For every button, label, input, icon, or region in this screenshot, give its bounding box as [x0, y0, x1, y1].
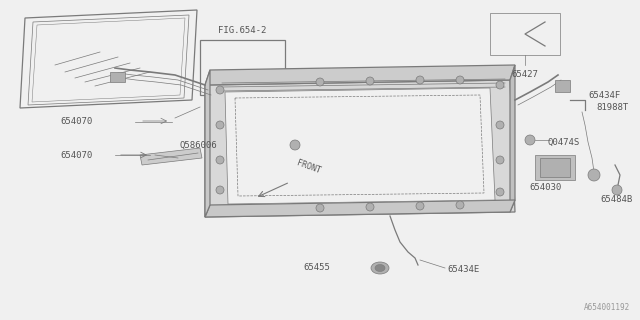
- Text: 654070: 654070: [60, 150, 92, 159]
- Text: 65434F: 65434F: [588, 92, 620, 100]
- Text: 65484B: 65484B: [600, 196, 632, 204]
- Text: A654001192: A654001192: [584, 303, 630, 313]
- Text: 654030: 654030: [529, 183, 561, 193]
- Circle shape: [496, 121, 504, 129]
- Ellipse shape: [375, 265, 385, 271]
- Polygon shape: [540, 158, 570, 177]
- Text: 65427: 65427: [511, 70, 538, 79]
- Text: FIG.654-2: FIG.654-2: [218, 26, 267, 35]
- Circle shape: [456, 201, 464, 209]
- Circle shape: [612, 185, 622, 195]
- Bar: [200, 40, 285, 95]
- Polygon shape: [205, 65, 515, 85]
- Circle shape: [456, 76, 464, 84]
- Text: 65455: 65455: [303, 263, 330, 273]
- Text: 65434E: 65434E: [447, 266, 479, 275]
- Polygon shape: [535, 155, 575, 180]
- Text: 81988T: 81988T: [596, 103, 628, 113]
- Circle shape: [216, 186, 224, 194]
- Circle shape: [496, 156, 504, 164]
- Polygon shape: [555, 80, 570, 92]
- Bar: [490, 13, 560, 55]
- Polygon shape: [510, 65, 515, 212]
- Circle shape: [316, 204, 324, 212]
- Circle shape: [496, 81, 504, 89]
- Circle shape: [416, 76, 424, 84]
- Circle shape: [496, 188, 504, 196]
- Polygon shape: [205, 70, 210, 217]
- Circle shape: [216, 86, 224, 94]
- Polygon shape: [110, 72, 125, 82]
- Circle shape: [366, 77, 374, 85]
- Text: Q586006: Q586006: [180, 140, 218, 149]
- Circle shape: [366, 203, 374, 211]
- Circle shape: [216, 121, 224, 129]
- Circle shape: [588, 169, 600, 181]
- Polygon shape: [20, 10, 197, 108]
- Polygon shape: [205, 200, 515, 217]
- Circle shape: [525, 135, 535, 145]
- Text: 654070: 654070: [60, 117, 92, 126]
- Polygon shape: [225, 88, 495, 204]
- Circle shape: [416, 202, 424, 210]
- Polygon shape: [205, 80, 515, 217]
- Polygon shape: [140, 148, 202, 165]
- Circle shape: [216, 156, 224, 164]
- Text: Q0474S: Q0474S: [548, 138, 580, 147]
- Ellipse shape: [371, 262, 389, 274]
- Circle shape: [316, 78, 324, 86]
- Text: FRONT: FRONT: [295, 158, 321, 175]
- Circle shape: [290, 140, 300, 150]
